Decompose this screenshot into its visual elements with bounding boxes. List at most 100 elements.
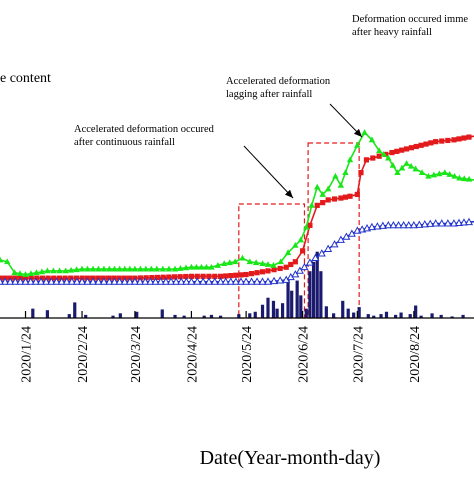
series-marker-open-triangle: [317, 249, 326, 257]
series-marker-open-triangle: [110, 277, 119, 285]
series-marker-square: [358, 170, 364, 176]
x-tick-label: 2020/1/24: [20, 326, 35, 383]
series-marker-square: [376, 153, 382, 159]
series-marker-open-triangle: [247, 277, 256, 285]
series-marker-square: [466, 134, 472, 140]
rainfall-bar: [253, 311, 257, 318]
series-marker-square: [338, 195, 344, 201]
series-marker-open-triangle: [156, 277, 165, 285]
series-marker-square: [183, 273, 189, 280]
series-marker-triangle: [111, 265, 118, 272]
rainfall-bar: [372, 315, 376, 318]
rainfall-bar: [111, 315, 115, 318]
rainfall-bar: [290, 290, 294, 318]
series-marker-triangle: [456, 174, 463, 181]
rainfall-bar: [237, 314, 241, 318]
x-tick-labels: 2020/1/24 2020/2/24 2020/3/24 2020/4/24 2020…: [20, 326, 423, 383]
series-marker-open-triangle: [146, 277, 155, 285]
series-marker-open-triangle: [426, 219, 435, 227]
series-marker-open-triangle: [0, 277, 5, 285]
series-marker-open-triangle: [311, 253, 320, 262]
series-marker-open-triangle: [404, 220, 413, 229]
rainfall-bar: [31, 308, 35, 318]
series-marker-triangle: [33, 269, 40, 276]
series-marker-square: [342, 194, 349, 200]
series-marker-open-triangle: [459, 218, 469, 226]
x-tick-label: 2020/8/24: [408, 326, 423, 383]
series-marker-triangle: [38, 268, 46, 275]
series-marker-square: [73, 275, 79, 281]
series-marker-square: [259, 269, 266, 275]
rainfall-bar: [209, 314, 214, 318]
series-marker-square: [116, 275, 122, 281]
series-marker-open-triangle: [378, 221, 387, 229]
series-marker-square: [418, 142, 424, 148]
series-marker-open-triangle: [420, 220, 429, 228]
x-axis-title: Date(Year-month-day): [200, 447, 381, 469]
series-marker-triangle: [324, 185, 332, 192]
series-marker-triangle: [78, 265, 86, 272]
series-marker-triangle: [270, 262, 277, 268]
series-marker-triangle: [226, 259, 233, 266]
series-marker-square: [238, 272, 244, 278]
rainfall-bar: [160, 309, 164, 318]
axes: [0, 311, 474, 319]
series-marker-triangle: [214, 262, 222, 268]
series-marker-open-triangle: [94, 277, 103, 285]
series-marker-square: [62, 275, 68, 281]
series-marker-open-triangle: [42, 277, 51, 285]
series-marker-square: [0, 275, 3, 281]
series-marker-triangle: [246, 258, 253, 265]
series-marker-triangle: [385, 154, 392, 161]
series-marker-open-triangle: [210, 277, 219, 285]
series-marker-triangle: [332, 172, 339, 179]
series-marker-triangle: [436, 170, 443, 177]
rainfall-bar: [271, 300, 276, 318]
series-marker-triangle: [198, 263, 205, 270]
series-marker-open-triangle: [324, 244, 333, 252]
series-marker-open-triangle: [449, 219, 458, 227]
series-marker-square: [254, 270, 260, 276]
series-marker-square: [223, 273, 229, 279]
annotation-text: after heavy rainfall: [352, 27, 432, 38]
series-marker-triangle: [171, 265, 179, 272]
series-marker-triangle: [465, 175, 473, 182]
series-marker-triangle: [425, 172, 432, 179]
series-marker-open-triangle: [253, 277, 262, 285]
series-marker-square: [100, 275, 106, 281]
series-marker-triangle: [430, 171, 438, 178]
rainfall-bar: [366, 314, 370, 318]
series-marker-open-triangle: [182, 277, 191, 285]
series-marker-triangle: [259, 260, 266, 266]
series-marker-square: [111, 275, 117, 281]
series-marker-square: [428, 140, 434, 146]
rainfall-bar: [280, 303, 285, 318]
series-marker-triangle: [252, 259, 260, 266]
rainfall-bar: [419, 315, 423, 318]
series-marker-triangle: [100, 265, 108, 272]
rainfall-bar: [218, 315, 223, 318]
rainfall-bar: [450, 316, 454, 318]
series-marker-triangle: [297, 236, 305, 243]
series-marker-open-triangle: [120, 277, 129, 285]
series-marker-triangle: [203, 263, 210, 270]
series-marker-triangle: [137, 265, 144, 272]
series-marker-open-triangle: [221, 277, 230, 285]
rainfall-bar: [394, 314, 398, 318]
series-marker-triangle: [292, 242, 299, 248]
series-marker-triangle: [142, 265, 150, 272]
annotation-arrowhead: [284, 189, 293, 198]
rainfall-bar: [315, 251, 319, 318]
series-marker-triangle: [277, 258, 284, 265]
x-tick-label: 2020/7/24: [351, 326, 366, 383]
series-marker-triangle: [441, 169, 449, 175]
series-marker-open-triangle: [136, 277, 145, 285]
series-marker-triangle: [121, 265, 128, 272]
series-marker-open-triangle: [295, 266, 304, 274]
series-marker-triangle: [50, 267, 57, 274]
rainfall-bar: [45, 310, 49, 318]
rainfall-bar: [304, 308, 308, 318]
series-marker-triangle: [106, 265, 113, 272]
series-marker-square: [233, 272, 239, 278]
rainfall-bar: [341, 300, 345, 318]
